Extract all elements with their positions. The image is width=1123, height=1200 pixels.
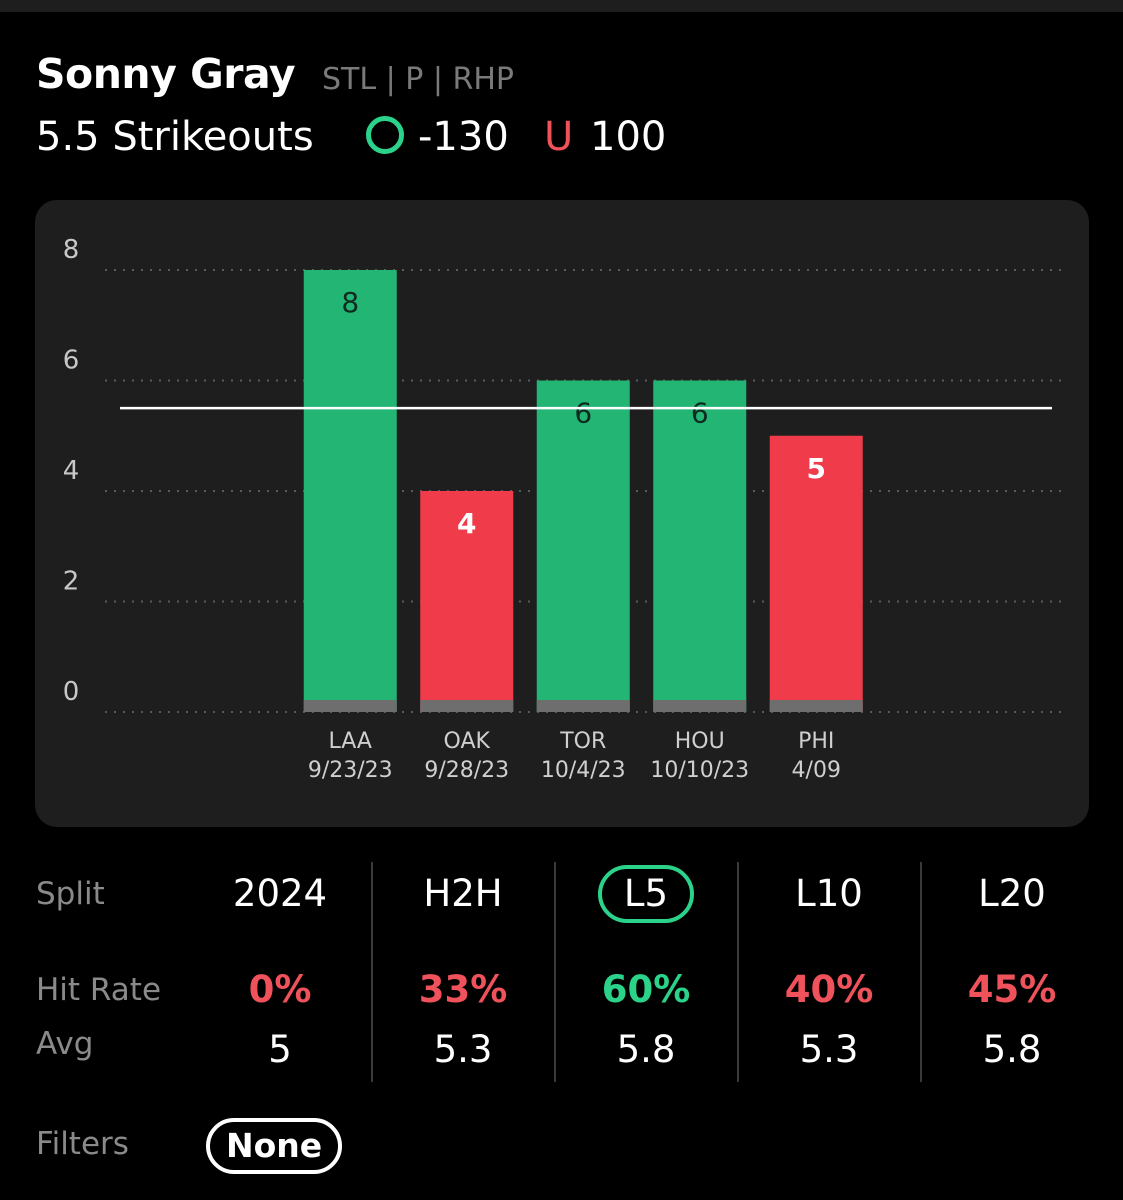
bar-base [303,700,397,712]
avg-value: 5.8 [616,1028,676,1071]
player-meta: STL | P | RHP [322,62,515,97]
chart-panel: 0 2 4 6 8 8 LAA 9/23/23 4 OAK 9/28/23 6 TOR 10/4/23 6 H… [35,200,1089,827]
y-tick-label: 0 [63,677,80,707]
hit-rate-value: 60% [601,968,691,1011]
split-name-selected[interactable]: L5 [556,865,736,923]
bar-base [420,700,514,712]
y-tick-label: 6 [63,346,80,376]
prop-line: 5.5 Strikeouts [36,114,314,160]
bar [769,435,863,712]
bar [303,270,397,712]
under-marker: U [544,114,574,160]
column-divider [737,862,739,1082]
y-tick-label: 4 [63,456,80,486]
hit-rate-value: 40% [784,968,874,1011]
bar [420,491,514,712]
hit-rate-value: 45% [967,968,1057,1011]
x-category-label: TOR [559,729,606,754]
column-divider [920,862,922,1082]
bar-value-label: 8 [341,286,359,319]
hit-rate-value: 0% [248,968,312,1011]
bar-base [536,700,630,712]
over-odds: -130 [418,114,509,160]
y-tick-label: 8 [63,235,80,265]
x-category-label: OAK [444,729,491,754]
split-column-2024[interactable]: 2024 0% 5 [190,850,370,1090]
avg-value: 5.8 [982,1028,1042,1071]
hit-rate-value: 33% [418,968,508,1011]
avg-value: 5.3 [799,1028,859,1071]
avg-value: 5.3 [433,1028,493,1071]
avg-row-label: Avg [36,1026,94,1062]
split-name[interactable]: L20 [978,872,1046,915]
x-category-label: PHI [798,729,834,754]
bar-value-label: 6 [574,397,592,430]
splits-table: Split Hit Rate Avg 2024 0% 5 H2H 33% 5.3… [0,850,1123,1090]
column-divider [554,862,556,1082]
filters-none-button[interactable]: None [206,1118,343,1174]
split-name[interactable]: 2024 [232,872,328,915]
bar [653,380,747,712]
top-bar [0,0,1123,12]
hit-rate-row-label: Hit Rate [36,972,162,1008]
selected-split-pill[interactable]: L5 [597,865,695,923]
split-column-l10[interactable]: L10 40% 5.3 [739,850,919,1090]
bar [536,380,630,712]
x-date-label: 10/4/23 [541,758,626,783]
bar-base [653,700,747,712]
split-name[interactable]: H2H [423,872,503,915]
split-column-h2h[interactable]: H2H 33% 5.3 [373,850,553,1090]
split-column-l5[interactable]: L5 60% 5.8 [556,850,736,1090]
player-name: Sonny Gray [36,50,296,98]
x-date-label: 9/28/23 [424,758,509,783]
bar-value-label: 5 [807,452,826,485]
bar-value-label: 4 [457,507,476,540]
avg-value: 5 [268,1028,292,1071]
x-date-label: 10/10/23 [650,758,749,783]
column-divider [371,862,373,1082]
x-category-label: LAA [329,729,372,754]
x-date-label: 9/23/23 [308,758,393,783]
y-tick-label: 2 [63,567,80,597]
split-row-label: Split [36,876,105,912]
split-column-l20[interactable]: L20 45% 5.8 [922,850,1102,1090]
strikeouts-bar-chart: 0 2 4 6 8 8 LAA 9/23/23 4 OAK 9/28/23 6 TOR 10/4/23 6 H… [63,235,1061,783]
over-circle-icon [366,116,404,154]
split-name[interactable]: L10 [795,872,863,915]
filters-label: Filters [36,1126,129,1162]
bar-base [769,700,863,712]
x-category-label: HOU [675,729,725,754]
bar-value-label: 6 [691,397,709,430]
under-odds: 100 [590,114,667,160]
x-date-label: 4/09 [792,758,841,783]
